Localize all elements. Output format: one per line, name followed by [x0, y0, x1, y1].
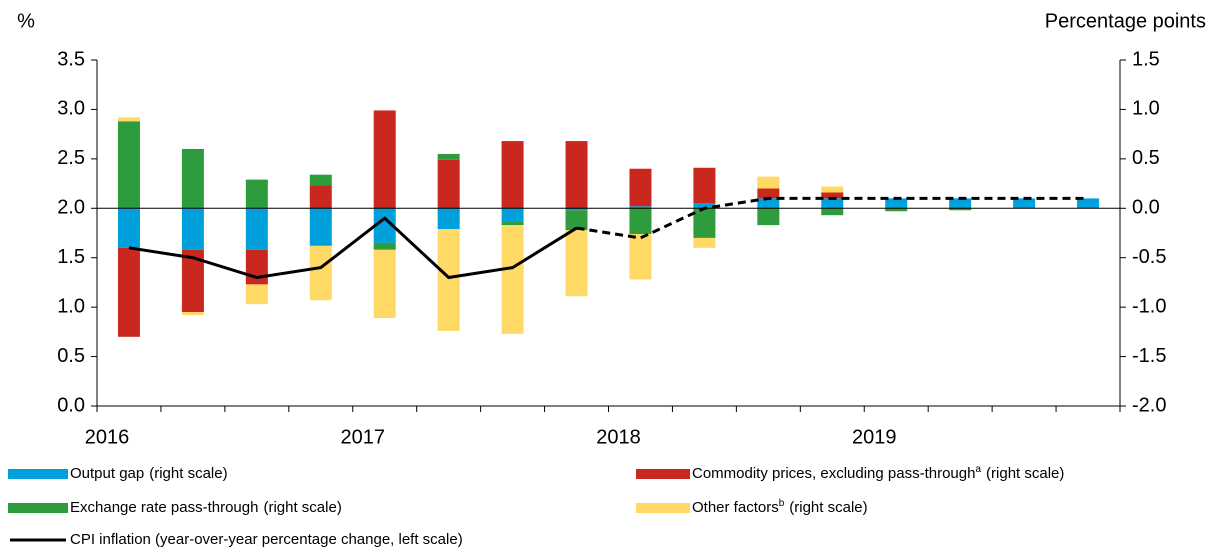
bar: [437, 159, 460, 209]
bar: [309, 174, 332, 186]
bar: [757, 198, 780, 209]
bar: [693, 208, 716, 238]
legend-swatch: [8, 503, 68, 513]
x-tick-label: 2019: [852, 426, 897, 448]
line: [128, 216, 578, 280]
bar: [821, 208, 844, 216]
legend-name: Output gap: [70, 465, 144, 482]
bar: [373, 110, 396, 209]
bar: [117, 117, 140, 122]
y2-tick-label: -2.0: [1132, 394, 1166, 416]
legend-label: Commodity prices, excluding pass-through…: [692, 464, 1064, 482]
y2-tick-label: 1.0: [1132, 98, 1160, 120]
x-tick-label: 2018: [596, 426, 641, 448]
bar: [117, 247, 140, 337]
bar: [181, 208, 204, 250]
bar: [117, 121, 140, 209]
legend-footnote: a: [975, 464, 981, 475]
bar: [245, 179, 268, 209]
bar: [245, 284, 268, 305]
bar: [309, 245, 332, 301]
legend-label: CPI inflation (year-over-year percentage…: [70, 531, 463, 548]
bar: [757, 188, 780, 199]
bar: [1013, 198, 1036, 209]
legend-scale-note: (right scale): [986, 465, 1064, 482]
bar: [629, 206, 652, 209]
bar: [565, 208, 588, 211]
bar: [629, 168, 652, 207]
left-axis-label: %: [17, 10, 35, 32]
legend-label: Other factorsb (right scale): [692, 498, 868, 516]
x-tick-label: 2017: [341, 426, 386, 448]
bar: [565, 230, 588, 297]
bar: [693, 203, 716, 209]
bar: [373, 208, 396, 243]
legend-name: CPI inflation (year-over-year percentage…: [70, 531, 463, 548]
legend-label: Output gap (right scale): [70, 465, 228, 482]
bar: [821, 198, 844, 209]
y2-tick-label: -0.5: [1132, 246, 1166, 268]
legend-scale-note: (right scale): [789, 499, 867, 516]
bar: [949, 208, 972, 211]
bar: [181, 249, 204, 313]
y-tick-label: 2.5: [57, 147, 85, 169]
line: [576, 196, 1089, 240]
y2-tick-label: 0.5: [1132, 147, 1160, 169]
bar: [565, 141, 588, 209]
bar: [949, 198, 972, 209]
bar: [373, 249, 396, 319]
bar: [1077, 198, 1100, 209]
bar: [501, 141, 524, 209]
bar: [245, 208, 268, 250]
bar: [821, 186, 844, 193]
y2-tick-label: 0.0: [1132, 197, 1160, 219]
bar: [693, 237, 716, 248]
legend-name: Other factors: [692, 499, 779, 516]
bar: [501, 208, 524, 222]
bar: [501, 225, 524, 334]
legend-swatch: [8, 469, 68, 479]
bar: [309, 185, 332, 209]
bar: [117, 208, 140, 248]
y-tick-label: 1.5: [57, 246, 85, 268]
y-tick-label: 3.0: [57, 98, 85, 120]
y-tick-label: 0.0: [57, 394, 85, 416]
y-tick-label: 3.5: [57, 48, 85, 70]
y2-tick-label: -1.5: [1132, 345, 1166, 367]
legend-footnote: b: [779, 498, 785, 509]
legend-swatch: [636, 503, 690, 513]
bar: [757, 176, 780, 189]
bar: [629, 233, 652, 280]
bar: [181, 148, 204, 209]
right-axis-label: Percentage points: [1045, 10, 1206, 32]
bar: [437, 153, 460, 160]
bar: [565, 210, 588, 231]
legend-scale-note: (right scale): [149, 465, 227, 482]
bar: [309, 208, 332, 246]
legend-name: Commodity prices, excluding pass-through: [692, 465, 975, 482]
y2-tick-label: 1.5: [1132, 48, 1160, 70]
y-tick-label: 0.5: [57, 345, 85, 367]
legend-label: Exchange rate pass-through (right scale): [70, 499, 342, 516]
y-tick-label: 1.0: [57, 295, 85, 317]
bar: [245, 249, 268, 285]
x-tick-label: 2016: [85, 426, 130, 448]
legend-swatch: [636, 469, 690, 479]
bar: [501, 221, 524, 226]
bar: [181, 312, 204, 316]
bar: [373, 242, 396, 250]
bar: [885, 198, 908, 209]
legend-scale-note: (right scale): [263, 499, 341, 516]
y-tick-label: 2.0: [57, 197, 85, 219]
bar: [437, 208, 460, 230]
bar: [757, 208, 780, 226]
y2-tick-label: -1.0: [1132, 295, 1166, 317]
bar: [885, 208, 908, 212]
bar: [629, 208, 652, 234]
bar: [693, 167, 716, 204]
bar: [437, 229, 460, 331]
legend-name: Exchange rate pass-through: [70, 499, 258, 516]
bar: [821, 192, 844, 199]
